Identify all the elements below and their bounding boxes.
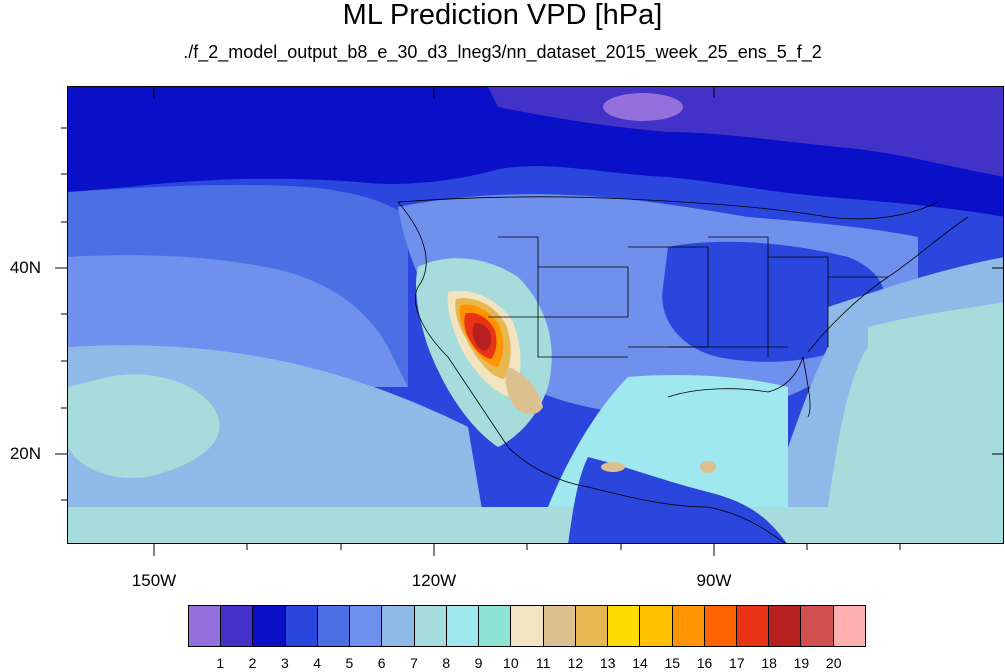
colorbar-swatch [479, 606, 512, 646]
colorbar-label: 4 [313, 655, 322, 671]
colorbar [188, 605, 866, 647]
lon-label-90w: 90W [696, 571, 732, 590]
lat-label-20n: 20N [9, 444, 41, 463]
colorbar-swatch [736, 606, 770, 646]
coastlines [397, 196, 969, 543]
lat-label-40n: 40N [9, 258, 41, 277]
colorbar-swatch [575, 606, 609, 646]
field-yucatan-spot [700, 461, 716, 473]
colorbar-swatch [414, 606, 447, 646]
colorbar-swatch [833, 606, 865, 646]
lon-label-150w: 150W [131, 571, 177, 590]
map-panel [67, 86, 1004, 544]
colorbar-label: 12 [567, 655, 584, 671]
colorbar-swatch [704, 606, 737, 646]
colorbar-swatch [446, 606, 480, 646]
colorbar-label: 11 [535, 655, 551, 671]
field-mexico-tan [505, 367, 543, 415]
colorbar-label: 18 [761, 655, 777, 671]
colorbar-label: 17 [729, 655, 745, 671]
colorbar-swatch [672, 606, 705, 646]
colorbar-label: 6 [377, 655, 386, 671]
colorbar-swatch [253, 606, 286, 646]
plot-title: ML Prediction VPD [hPa] [342, 0, 663, 31]
colorbar-label: 20 [825, 655, 842, 671]
colorbar-swatch [511, 606, 544, 646]
colorbar-swatch [543, 606, 576, 646]
field-atlantic-pale [828, 302, 1003, 507]
colorbar-label: 5 [345, 655, 354, 671]
field-pacific-pale [68, 374, 220, 478]
vpd-field-map [68, 87, 1003, 543]
colorbar-label: 7 [410, 655, 418, 671]
colorbar-label: 15 [664, 655, 681, 671]
colorbar-label: 2 [248, 655, 257, 671]
colorbar-swatch [801, 606, 834, 646]
colorbar-swatch [350, 606, 383, 646]
colorbar-label: 10 [503, 655, 519, 671]
field-sw-darkred [472, 323, 492, 351]
colorbar-label: 16 [696, 655, 713, 671]
colorbar-swatch [608, 606, 641, 646]
colorbar-swatch [221, 606, 254, 646]
colorbar-label: 3 [280, 655, 289, 671]
field-mexico-spot [601, 462, 625, 472]
colorbar-swatch [382, 606, 415, 646]
lon-label-120w: 120W [411, 571, 457, 590]
colorbar-label: 14 [632, 655, 648, 671]
colorbar-label: 9 [474, 655, 483, 671]
field-central-america [568, 457, 787, 543]
colorbar-swatch [640, 606, 673, 646]
colorbar-label: 8 [442, 655, 451, 671]
plot-subtitle: ./f_2_model_output_b8_e_30_d3_lneg3/nn_d… [183, 42, 822, 62]
colorbar-swatch [285, 606, 318, 646]
field-purple-spot [603, 93, 683, 121]
colorbar-label: 19 [793, 655, 810, 671]
colorbar-swatch [189, 606, 222, 646]
colorbar-swatch [317, 606, 351, 646]
colorbar-swatch [769, 606, 802, 646]
colorbar-label: 1 [216, 655, 225, 671]
colorbar-label: 13 [599, 655, 616, 671]
